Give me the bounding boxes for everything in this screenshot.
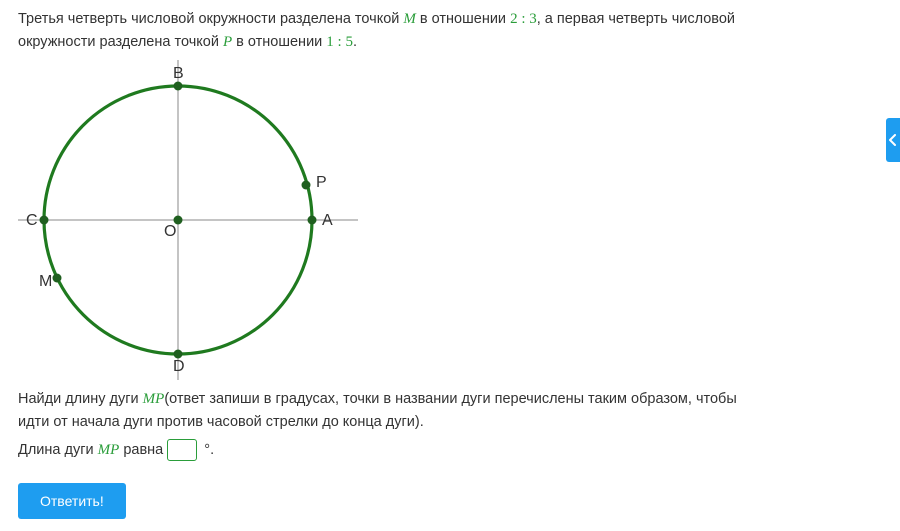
text: Длина дуги <box>18 442 98 458</box>
chevron-left-icon <box>889 134 897 146</box>
answer-input[interactable] <box>167 439 197 461</box>
text: Третья четверть числовой окружности разд… <box>18 11 403 27</box>
answer-line: Длина дуги MP равна °. <box>18 439 882 461</box>
svg-text:C: C <box>26 212 38 229</box>
var-p: P <box>223 34 232 50</box>
submit-button[interactable]: Ответить! <box>18 483 126 519</box>
circle-figure: A B C D O P M <box>18 60 882 384</box>
side-tab[interactable] <box>886 118 900 162</box>
text: идти от начала дуги против часовой стрел… <box>18 414 424 430</box>
ratio-1: 2 : 3 <box>510 11 537 27</box>
text: . <box>353 34 357 50</box>
text: равна <box>123 442 167 458</box>
svg-text:P: P <box>316 174 327 191</box>
text: (ответ запиши в градусах, точки в назван… <box>164 391 736 407</box>
var-mp: MP <box>143 391 165 407</box>
var-m: M <box>403 11 416 27</box>
text: Найди длину дуги <box>18 391 143 407</box>
svg-text:D: D <box>173 358 185 375</box>
svg-text:A: A <box>322 212 333 229</box>
question-text: Найди длину дуги MP(ответ запиши в граду… <box>18 388 882 434</box>
text: окружности разделена точкой <box>18 34 223 50</box>
text: . <box>210 442 214 458</box>
text: , а первая четверть числовой <box>537 11 735 27</box>
text: в отношении <box>416 11 510 27</box>
ratio-2: 1 : 5 <box>326 34 353 50</box>
svg-text:B: B <box>173 65 184 82</box>
text: в отношении <box>232 34 326 50</box>
circle-svg: A B C D O P M <box>18 60 358 380</box>
svg-text:O: O <box>164 223 176 240</box>
svg-text:M: M <box>39 273 52 290</box>
var-mp: MP <box>98 442 120 458</box>
problem-statement: Третья четверть числовой окружности разд… <box>18 8 882 54</box>
